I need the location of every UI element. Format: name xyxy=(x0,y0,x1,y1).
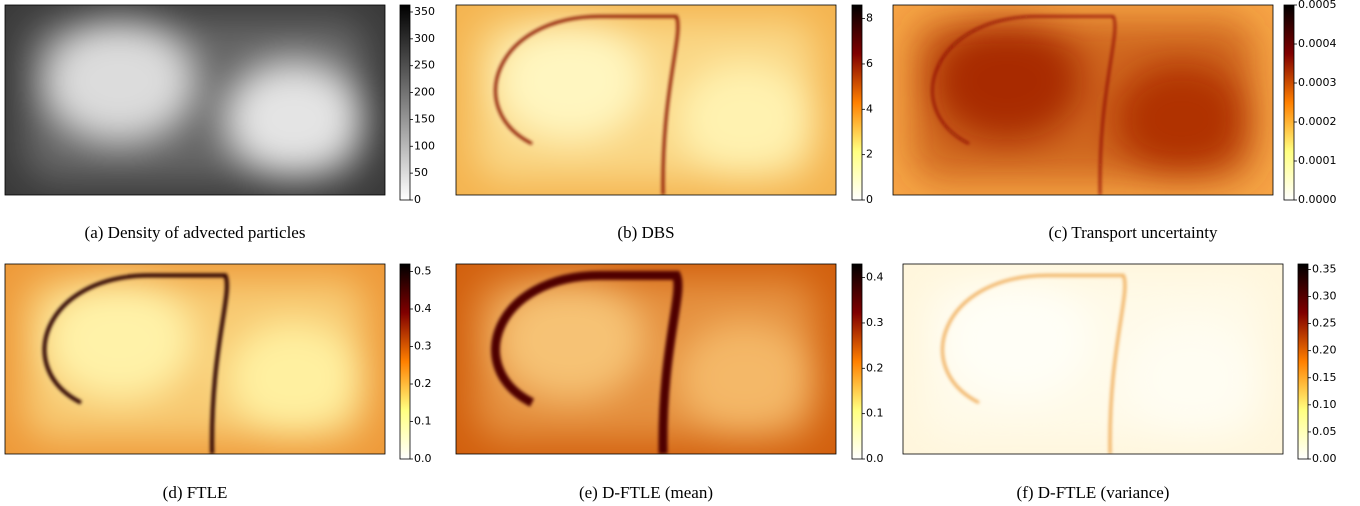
heatmap-frame xyxy=(455,4,837,196)
heatmap xyxy=(903,264,1283,454)
heatmap-frame xyxy=(4,4,386,196)
heatmap xyxy=(5,5,385,195)
caption: (a) Density of advected particles xyxy=(85,223,306,242)
colorbar-tick-label: 0.35 xyxy=(1312,262,1337,275)
colorbar-tick-label: 300 xyxy=(414,32,435,45)
colorbar-tick-label: 2 xyxy=(866,148,873,161)
colorbar-tick-label: 0.0005 xyxy=(1298,0,1337,11)
heatmap-texture xyxy=(911,19,1255,181)
colorbar-tick-label: 0.15 xyxy=(1312,371,1337,384)
colorbar-tick-label: 0.0000 xyxy=(1298,193,1337,206)
panel: 0.0 0.1 0.2 0.3 0.4 0.5 (d) FTLE xyxy=(4,263,432,502)
colorbar-tick-label: 150 xyxy=(414,112,435,125)
colorbar-tick-label: 0.25 xyxy=(1312,317,1337,330)
vortex xyxy=(931,20,1083,142)
colorbar-tick-label: 350 xyxy=(414,5,435,18)
colorbar-tick-label: 0.0002 xyxy=(1298,115,1337,128)
heatmap xyxy=(456,5,836,195)
ridge xyxy=(493,14,680,195)
colorbar xyxy=(399,263,411,460)
colorbar-tick-label: 0.5 xyxy=(414,265,432,278)
colorbar-tick-label: 8 xyxy=(866,12,873,25)
colorbar-tick-label: 0.05 xyxy=(1312,425,1337,438)
vortex xyxy=(941,279,1093,401)
caption: (b) DBS xyxy=(617,223,674,242)
colorbar-tick-label: 0 xyxy=(414,193,421,206)
colorbar-tick-label: 0.0004 xyxy=(1298,37,1337,50)
vortex xyxy=(676,321,814,435)
ridge xyxy=(491,270,683,454)
caption: (c) Transport uncertainty xyxy=(1048,223,1218,242)
panel: 0.0000 0.0001 0.0002 0.0003 0.0004 0.0005 (c) … xyxy=(892,0,1337,242)
colorbar-tick-label: 50 xyxy=(414,166,428,179)
colorbar xyxy=(851,4,863,201)
panel: 0 2 4 6 8 (b) DBS xyxy=(455,4,873,242)
colorbar xyxy=(1283,4,1295,201)
heatmap-frame xyxy=(892,4,1274,196)
ridge xyxy=(42,273,229,454)
colorbar-tick-label: 0.0003 xyxy=(1298,76,1337,89)
caption: (f) D-FTLE (variance) xyxy=(1017,483,1170,502)
colorbar xyxy=(399,4,411,201)
colorbar-tick-label: 250 xyxy=(414,59,435,72)
heatmap xyxy=(5,264,385,454)
heatmap-texture xyxy=(23,278,367,440)
heatmap-frame xyxy=(902,263,1284,455)
panel: 0.0 0.1 0.2 0.3 0.4 (e) D-FTLE (mean) xyxy=(455,263,884,502)
colorbar xyxy=(851,263,863,460)
colorbar-tick-label: 0.1 xyxy=(866,407,884,420)
caption: (d) FTLE xyxy=(163,483,228,502)
colorbar-tick-label: 0.0 xyxy=(414,452,432,465)
vortex xyxy=(43,20,195,142)
heatmap-texture xyxy=(474,19,818,181)
vortex xyxy=(676,62,814,176)
colorbar-tick-label: 4 xyxy=(866,102,873,115)
ridge xyxy=(931,15,1116,195)
colorbar-tick-label: 200 xyxy=(414,86,435,99)
heatmap-frame xyxy=(4,263,386,455)
panel: 0 50 100 150 200 250 300 350 (a) Density of adve… xyxy=(4,4,435,242)
colorbar-tick-label: 0.4 xyxy=(414,302,432,315)
vortex xyxy=(43,279,195,401)
colorbar-tick-label: 0.1 xyxy=(414,415,432,428)
vortex xyxy=(1123,321,1261,435)
heatmap-texture xyxy=(23,19,367,181)
vortex xyxy=(225,321,363,435)
vortex xyxy=(225,62,363,176)
colorbar-tick-label: 0.0 xyxy=(866,452,884,465)
colorbar-tick-label: 0.0001 xyxy=(1298,154,1337,167)
heatmap-texture xyxy=(921,278,1265,440)
heatmap-frame xyxy=(455,263,837,455)
heatmap xyxy=(893,5,1273,195)
caption: (e) D-FTLE (mean) xyxy=(579,483,713,502)
colorbar-tick-label: 0.2 xyxy=(866,361,884,374)
heatmap-texture xyxy=(474,278,818,440)
vortex xyxy=(494,279,646,401)
colorbar-tick-label: 0 xyxy=(866,193,873,206)
colorbar-tick-label: 0.4 xyxy=(866,271,884,284)
colorbar-tick-label: 0.2 xyxy=(414,377,432,390)
colorbar-tick-label: 0.30 xyxy=(1312,290,1337,303)
colorbar-tick-label: 0.00 xyxy=(1312,452,1337,465)
colorbar-tick-label: 6 xyxy=(866,57,873,70)
colorbar-tick-label: 100 xyxy=(414,139,435,152)
vortex xyxy=(494,20,646,142)
panel: 0.00 0.05 0.10 0.15 0.20 0.25 0.30 0.35 (f) D-FT… xyxy=(902,262,1337,502)
colorbar-tick-label: 0.3 xyxy=(414,340,432,353)
vortex xyxy=(1113,62,1251,176)
heatmap xyxy=(456,264,836,454)
colorbar xyxy=(1297,263,1309,460)
colorbar-tick-label: 0.20 xyxy=(1312,344,1337,357)
colorbar-tick-label: 0.3 xyxy=(866,316,884,329)
colorbar-tick-label: 0.10 xyxy=(1312,398,1337,411)
ridge xyxy=(940,273,1127,454)
